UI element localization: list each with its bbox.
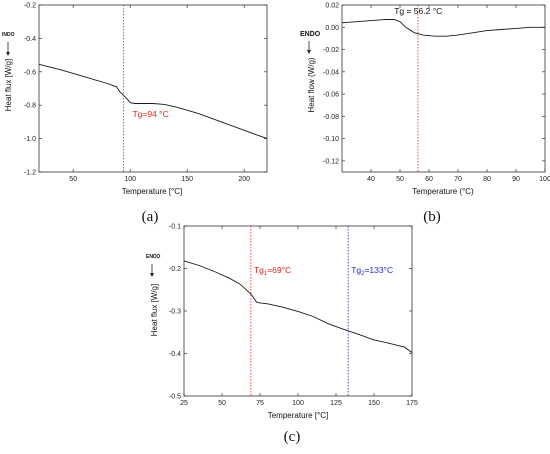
x-tick-label: 25 — [180, 400, 188, 407]
x-tick-label: 100 — [124, 176, 136, 183]
y-tick-label: -0.8 — [24, 103, 36, 110]
y-tick-label: -0.2 — [24, 3, 36, 10]
panel-label: (b) — [423, 209, 441, 225]
x-tick-label: 75 — [256, 400, 264, 407]
endo-arrow-head — [6, 52, 10, 56]
endo-label: ENDO — [300, 31, 321, 38]
series-line — [39, 64, 267, 138]
y-axis-title: Heat flow (W/g) — [307, 57, 316, 112]
tg-label-2: Tg2=133°C — [351, 265, 393, 277]
x-tick-label: 150 — [181, 176, 193, 183]
x-tick-label: 200 — [238, 176, 250, 183]
x-tick-label: 125 — [330, 400, 342, 407]
y-tick-label: -0.12 — [323, 158, 339, 165]
series-line — [342, 20, 545, 37]
y-tick-label: -1.0 — [24, 136, 36, 143]
y-tick-label: -0.06 — [323, 92, 339, 99]
x-tick-label: 100 — [292, 400, 304, 407]
y-tick-label: -0.04 — [323, 69, 339, 76]
x-tick-label: 100 — [539, 176, 550, 183]
y-tick-label: 0.00 — [325, 25, 339, 32]
tg-label: Tg = 56.2 °C — [394, 6, 442, 16]
x-tick-label: 90 — [512, 176, 520, 183]
y-tick-label: -1.2 — [24, 170, 36, 177]
y-tick-label: -0.02 — [323, 47, 339, 54]
tg-label-1: Tg1=69°C — [254, 265, 291, 277]
chart-panel-3: 25 50 75 100 125 150 175 -0.5 -0.4 -0.3 -0.2 -0.1 Te… — [146, 224, 418, 446]
y-tick-label: -0.1 — [169, 224, 181, 231]
chart-panel-2: 40 50 60 70 80 90 100 -0.12 -0.10 -0.08 -0.06 -0.04… — [300, 3, 550, 226]
tg-label: Tg=94 °C — [132, 109, 168, 119]
panel-label: (c) — [284, 429, 301, 445]
chart-panel-1: 50 100 150 200 -1.2 -1.0 -0.8 -0.6 -0.4 -0.2 Tempe… — [2, 3, 267, 226]
y-tick-label: -0.2 — [169, 266, 181, 273]
panel-label: (a) — [142, 209, 159, 225]
x-tick-label: 50 — [396, 176, 404, 183]
y-tick-label: 0.02 — [325, 3, 339, 10]
endo-label: INDO — [2, 32, 15, 38]
y-tick-label: -0.3 — [169, 309, 181, 316]
plot-frame — [342, 5, 545, 172]
x-tick-label: 50 — [218, 400, 226, 407]
y-tick-label: -0.5 — [169, 394, 181, 401]
x-tick-label: 80 — [483, 176, 491, 183]
y-tick-label: -0.4 — [24, 36, 36, 43]
y-tick-label: -0.6 — [24, 69, 36, 76]
plot-frame — [39, 5, 267, 172]
y-axis-title: Heat flux [W/g] — [150, 284, 159, 336]
endo-label: ENDO — [146, 254, 161, 260]
y-axis-title: Heat flux [W/g] — [4, 59, 13, 111]
x-axis-title: Temperature [°C] — [122, 187, 183, 196]
y-tick-label: -0.4 — [169, 351, 181, 358]
y-tick-label: -0.08 — [323, 114, 339, 121]
x-tick-label: 70 — [454, 176, 462, 183]
x-axis-title: Temperature [°C] — [268, 411, 329, 420]
endo-arrow-head — [307, 50, 311, 54]
endo-arrow-head — [150, 273, 154, 277]
x-axis-title: Temperature (°C) — [412, 187, 474, 196]
x-tick-label: 50 — [69, 176, 77, 183]
y-tick-label: -0.10 — [323, 136, 339, 143]
x-tick-label: 60 — [425, 176, 433, 183]
x-tick-label: 175 — [406, 400, 418, 407]
x-tick-label: 40 — [367, 176, 375, 183]
x-tick-label: 150 — [368, 400, 380, 407]
